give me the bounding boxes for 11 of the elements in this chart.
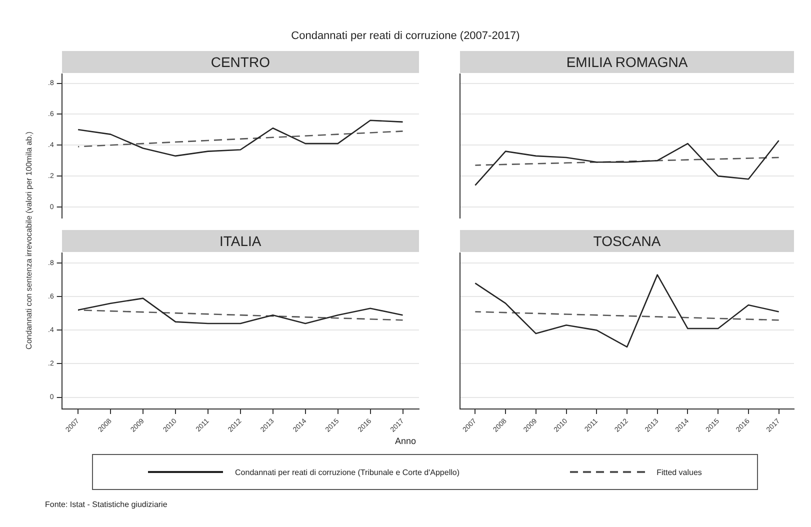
y-axis-title: Condannati con sentenza irrevocabile (valori per 100mila ab.)	[24, 130, 34, 352]
x-axis-title: Anno	[394, 436, 418, 446]
legend-label: Condannati per reati di corruzione (Tribunale e Corte d'Appello)	[235, 468, 460, 476]
chart-subtitle: TOSCANA	[460, 230, 794, 252]
line-series	[77, 130, 404, 148]
source-note: Fonte: Istat - Statistiche giudiziarie	[45, 500, 168, 509]
legend-label: Fitted values	[656, 468, 702, 476]
chart-subtitle: EMILIA ROMAGNA	[460, 51, 794, 73]
chart-title: Condannati per reati di corruzione (2007-2017)	[290, 30, 521, 42]
chart-subtitle: CENTRO	[62, 51, 419, 73]
chart-subtitle: ITALIA	[62, 230, 419, 252]
